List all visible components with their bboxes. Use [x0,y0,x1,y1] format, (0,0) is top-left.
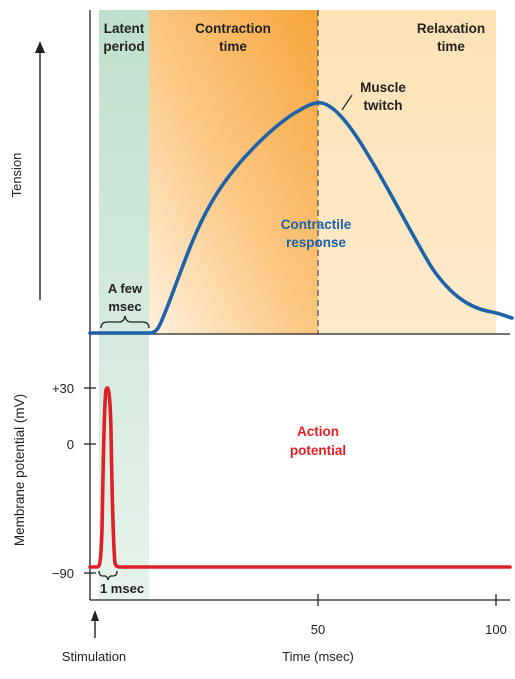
muscle-twitch-leader [341,94,353,111]
y-tick-plus30-label: +30 [52,381,74,396]
action-potential-curve [88,386,512,569]
muscle-twitch-label-2: twitch [364,98,403,113]
few-msec-brace [100,315,150,329]
stimulation-arrow-head [91,610,99,621]
y-tick-minus90-label: −90 [52,566,74,581]
tension-axis-label: Tension [9,153,24,198]
action-potential-label-2: potential [290,443,346,458]
contractile-response-label-1: Contractile [281,217,352,232]
muscle-twitch-label-1: Muscle [360,80,406,95]
y-tick-0-label: 0 [67,437,74,452]
relaxation-time-label-1: Relaxation [417,21,485,36]
contraction-time-label-1: Contraction [195,21,271,36]
one-msec-label: 1 msec [100,581,144,596]
one-msec-brace [98,570,118,581]
x-tick-50-label: 50 [311,622,325,637]
few-msec-label-1: A few [108,281,143,296]
few-msec-label-2: msec [108,299,141,314]
muscle-twitch-curve [88,100,514,335]
latent-period-band [99,10,149,600]
tension-arrow-head [35,41,45,53]
time-axis-label: Time (msec) [282,649,354,664]
contraction-time-label-2: time [219,39,247,54]
x-tick-100-label: 100 [485,622,507,637]
latent-period-label-1: Latent [104,21,145,36]
stimulation-label: Stimulation [62,649,126,664]
contractile-response-label-2: response [286,235,347,250]
membrane-potential-axis-label: Membrane potential (mV) [12,394,27,546]
relaxation-time-band [318,10,496,334]
action-potential-label-1: Action [297,424,339,439]
latent-period-label-2: period [103,39,144,54]
relaxation-time-label-2: time [437,39,465,54]
